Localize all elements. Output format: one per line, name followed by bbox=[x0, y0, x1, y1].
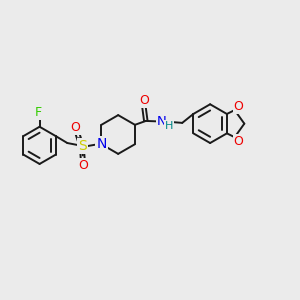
Text: H: H bbox=[165, 122, 173, 131]
Text: O: O bbox=[234, 100, 244, 113]
Text: O: O bbox=[78, 159, 88, 172]
Text: O: O bbox=[70, 122, 80, 134]
Text: O: O bbox=[234, 135, 244, 148]
Text: O: O bbox=[139, 94, 149, 106]
Text: S: S bbox=[78, 139, 86, 153]
Text: N: N bbox=[157, 115, 167, 128]
Text: F: F bbox=[35, 106, 42, 118]
Text: N: N bbox=[96, 137, 106, 151]
Text: N: N bbox=[96, 137, 106, 151]
